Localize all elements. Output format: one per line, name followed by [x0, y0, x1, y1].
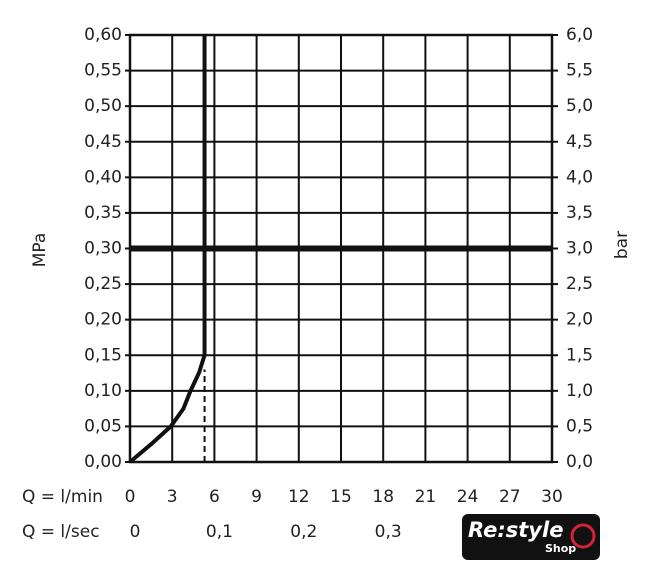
x-tick-label: 12 [288, 487, 310, 507]
x2-tick-label: 0,3 [375, 522, 402, 542]
flow-curve [128, 35, 207, 464]
x-tick-label: 6 [209, 487, 220, 507]
y2-tick-label: 6,0 [566, 25, 593, 45]
x-tick-label: 27 [499, 487, 521, 507]
x-tick-label: 24 [457, 487, 479, 507]
x2-tick-label: 0,2 [290, 522, 317, 542]
logo: Re:style Shop [462, 514, 600, 560]
y-tick-label: 0,50 [84, 96, 122, 116]
y2-tick-label: 3,0 [566, 239, 593, 259]
x-tick-label: 18 [372, 487, 394, 507]
x-axis-label: Q = l/min [22, 487, 103, 507]
y2-tick-label: 1,5 [566, 345, 593, 365]
x-tick-label: 9 [251, 487, 262, 507]
x2-tick-label: 0 [130, 522, 141, 542]
x-tick-label: 30 [541, 487, 563, 507]
y-tick-label: 0,10 [84, 381, 122, 401]
y-tick-label: 0,55 [84, 61, 122, 81]
y-tick-label: 0,35 [84, 203, 122, 223]
y-tick-label: 0,45 [84, 132, 122, 152]
logo-name: Re:style [468, 518, 563, 542]
y2-tick-label: 3,5 [566, 203, 593, 223]
y2-tick-label: 0,0 [566, 452, 593, 472]
y2-axis-label: bar [612, 231, 632, 259]
y-tick-label: 0,05 [84, 416, 122, 436]
y2-tick-label: 4,5 [566, 132, 593, 152]
y2-tick-label: 5,0 [566, 96, 593, 116]
logo-background [462, 514, 600, 560]
y2-tick-label: 2,5 [566, 274, 593, 294]
y2-tick-label: 4,0 [566, 167, 593, 187]
logo-icon [570, 523, 596, 549]
y-tick-label: 0,30 [84, 239, 122, 259]
y2-tick-label: 1,0 [566, 381, 593, 401]
y-tick-label: 0,15 [84, 345, 122, 365]
y2-tick-label: 2,0 [566, 310, 593, 330]
y-axis-label: MPa [30, 233, 50, 268]
y-tick-label: 0,25 [84, 274, 122, 294]
y2-tick-label: 0,5 [566, 416, 593, 436]
x2-tick-label: 0,1 [206, 522, 233, 542]
x-tick-label: 0 [125, 487, 136, 507]
y-tick-label: 0,20 [84, 310, 122, 330]
x-tick-label: 15 [330, 487, 352, 507]
x-tick-label: 21 [415, 487, 437, 507]
x-tick-label: 3 [167, 487, 178, 507]
y-tick-label: 0,40 [84, 167, 122, 187]
logo-sub: Shop [545, 542, 576, 555]
y-tick-label: 0,00 [84, 452, 122, 472]
y2-tick-label: 5,5 [566, 61, 593, 81]
x2-axis-label: Q = l/sec [22, 522, 100, 542]
y-tick-label: 0,60 [84, 25, 122, 45]
